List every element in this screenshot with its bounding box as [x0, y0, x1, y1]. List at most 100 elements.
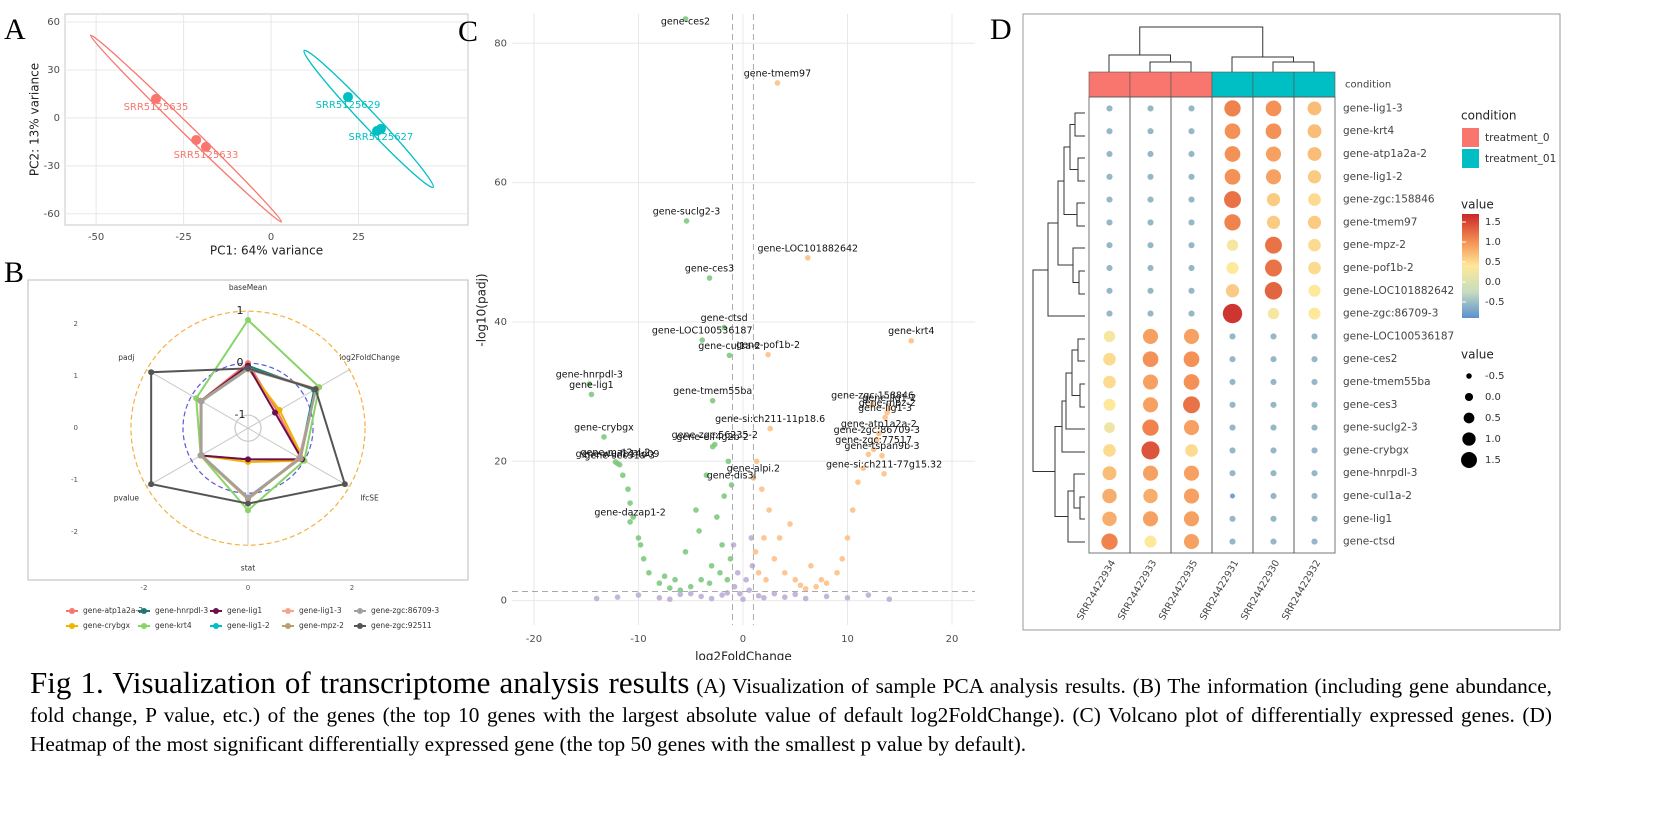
- gene-point: [755, 592, 762, 599]
- gene-label: gene-atp1a2a-2: [841, 419, 917, 430]
- gene-point: [677, 587, 684, 593]
- radar-tick-label: -1: [235, 408, 246, 421]
- heat-dot: [1106, 196, 1113, 203]
- radar-point: [272, 409, 279, 416]
- row-label: gene-tmem97: [1343, 216, 1417, 228]
- row-label: gene-cul1a-2: [1343, 490, 1412, 502]
- gene-point: [635, 535, 642, 541]
- heat-dot: [1270, 401, 1277, 408]
- radar-grid-circle: [130, 310, 366, 546]
- sample-label: SRR5125633: [174, 150, 239, 161]
- gene-point: [630, 514, 637, 520]
- gene-point: [706, 275, 713, 281]
- gene-point: [813, 583, 819, 590]
- gene-point: [667, 596, 673, 603]
- gene-point: [818, 576, 825, 583]
- column-frame: [1170, 96, 1213, 554]
- heat-dot: [1142, 511, 1159, 527]
- gene-point: [767, 425, 773, 432]
- gene-label: gene-wu:fb14d09: [576, 449, 660, 460]
- heat-dot: [1224, 100, 1241, 117]
- heat-dot: [1103, 330, 1116, 343]
- row-label: gene-mpz-2: [1343, 239, 1406, 251]
- gene-point: [706, 580, 713, 586]
- sample-label: SRR5125635: [124, 102, 189, 113]
- legend-label: gene-zgc:86709-3: [371, 606, 439, 615]
- gene-point: [804, 255, 811, 261]
- heat-dot: [1106, 219, 1113, 226]
- plot-background: [64, 13, 469, 226]
- radar-point: [245, 317, 251, 324]
- gene-point: [708, 562, 715, 569]
- heat-dot: [1103, 375, 1116, 389]
- gene-point: [730, 542, 737, 548]
- heat-dot: [1183, 511, 1200, 527]
- column-label: SRR24422932: [1280, 558, 1323, 622]
- heat-dot: [1224, 123, 1241, 140]
- y-tick-label: 0: [74, 424, 78, 432]
- heat-dot: [1307, 124, 1322, 139]
- size-legend-dot: [1463, 412, 1475, 424]
- heat-dot: [1183, 488, 1200, 504]
- heat-dot: [1311, 378, 1318, 386]
- x-tick-label: 10: [841, 634, 854, 645]
- gene-label: gene-LOC100536187: [652, 326, 753, 337]
- sample-label: SRR5125627: [349, 132, 414, 143]
- heat-dot: [1188, 264, 1195, 272]
- radar-point: [296, 455, 303, 462]
- heat-dot: [1142, 397, 1159, 413]
- gene-label: gene-tmem55ba: [673, 386, 752, 397]
- gene-point: [677, 591, 684, 598]
- gene-label: gene-cul1a-2: [698, 341, 760, 352]
- column-label: SRR24422930: [1239, 558, 1282, 622]
- legend-label: gene-atp1a2a-2: [83, 606, 143, 615]
- heat-dot: [1106, 264, 1113, 272]
- radar-point: [245, 365, 251, 372]
- heat-dot: [1106, 242, 1113, 249]
- legend-swatch: [1462, 128, 1479, 147]
- heat-dot: [1144, 535, 1157, 548]
- sample-point: [191, 134, 202, 145]
- radar-axis-label: stat: [241, 564, 255, 573]
- heat-dot: [1270, 447, 1277, 454]
- y-tick-label: 0: [54, 113, 60, 124]
- heat-dot: [1183, 328, 1200, 344]
- points: [586, 16, 915, 603]
- gene-point: [714, 514, 720, 520]
- gene-label: gene-mat2al-2: [580, 447, 650, 458]
- sample-point: [343, 91, 354, 102]
- gene-point: [884, 409, 891, 416]
- radar-tick-label: 1: [237, 304, 244, 317]
- gene-point: [844, 595, 851, 601]
- legend-label: gene-crybgx: [83, 621, 131, 630]
- heat-dot: [1270, 515, 1277, 522]
- legend-label: treatment_01: [1485, 153, 1556, 165]
- size-legend-label: -0.5: [1485, 371, 1505, 382]
- gene-point: [749, 562, 756, 569]
- heat-dot: [1101, 533, 1118, 550]
- gene-point: [869, 402, 876, 408]
- heat-dot: [1142, 374, 1159, 390]
- radar-spoke: [146, 427, 249, 488]
- panel-label: B: [4, 256, 24, 289]
- radar-point: [193, 395, 200, 402]
- row-label: gene-zgc:86709-3: [1343, 308, 1438, 320]
- y-tick-label: 60: [47, 17, 60, 28]
- gene-point: [763, 576, 769, 583]
- heat-dot: [1270, 470, 1277, 477]
- legend-label: gene-mpz-2: [299, 621, 344, 630]
- heat-dot: [1147, 105, 1154, 112]
- heat-dot: [1229, 470, 1236, 477]
- gene-point: [802, 595, 809, 602]
- condition-cell: [1129, 71, 1172, 98]
- gene-point: [698, 576, 704, 583]
- heat-dot: [1106, 150, 1113, 158]
- legend-marker: [285, 623, 291, 629]
- gene-point: [703, 472, 710, 479]
- gene-label: gene-lig1-3: [858, 403, 912, 414]
- gene-point: [865, 592, 872, 598]
- gene-label: gene-ctsd: [701, 313, 748, 324]
- colorbar-label: -0.5: [1485, 297, 1505, 308]
- heat-dot: [1222, 303, 1243, 324]
- row-label: gene-suclg2-3: [1343, 422, 1418, 434]
